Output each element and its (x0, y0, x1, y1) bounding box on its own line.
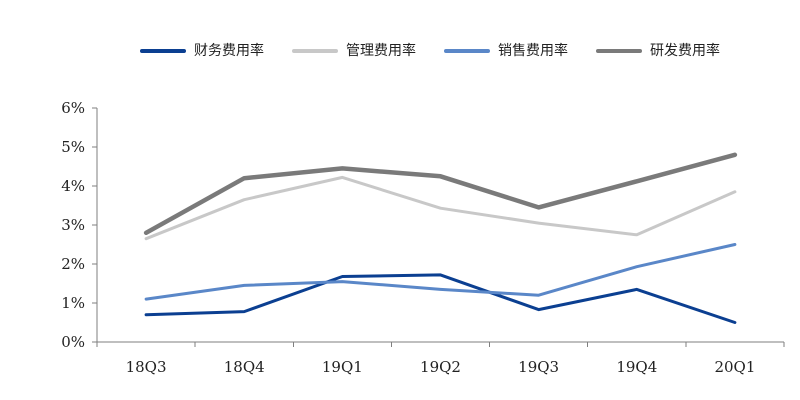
series-line (144, 243, 737, 301)
y-tick-label: 0% (61, 333, 85, 351)
legend-item: 财务费用率 (140, 44, 264, 58)
x-tick-label: 19Q2 (420, 358, 461, 376)
legend-swatch (292, 49, 338, 53)
y-tick-label: 5% (61, 138, 85, 156)
y-tick-label: 3% (61, 216, 85, 234)
y-tick-label: 4% (61, 177, 85, 195)
x-tick-label: 19Q1 (322, 358, 363, 376)
legend-item: 管理费用率 (292, 44, 416, 58)
y-tick-label: 1% (61, 294, 85, 312)
y-tick-label: 2% (61, 255, 85, 273)
legend-swatch (444, 49, 490, 53)
series-line (144, 175, 737, 241)
legend-label: 管理费用率 (346, 43, 416, 59)
legend-label: 研发费用率 (650, 43, 720, 59)
x-tick-label: 20Q1 (714, 358, 755, 376)
x-tick-label: 18Q3 (126, 358, 167, 376)
legend-swatch (140, 49, 186, 53)
x-tick-label: 18Q4 (224, 358, 265, 376)
series-line (143, 152, 738, 236)
y-tick-label: 6% (61, 99, 85, 117)
series-line (144, 273, 737, 324)
legend-item: 销售费用率 (444, 44, 568, 58)
x-tick-label: 19Q4 (616, 358, 657, 376)
legend-label: 财务费用率 (194, 43, 264, 59)
legend-swatch (596, 49, 642, 53)
legend: 财务费用率 管理费用率 销售费用率 研发费用率 (140, 44, 720, 58)
x-tick-label: 19Q3 (518, 358, 559, 376)
legend-label: 销售费用率 (498, 43, 568, 59)
legend-item: 研发费用率 (596, 44, 720, 58)
